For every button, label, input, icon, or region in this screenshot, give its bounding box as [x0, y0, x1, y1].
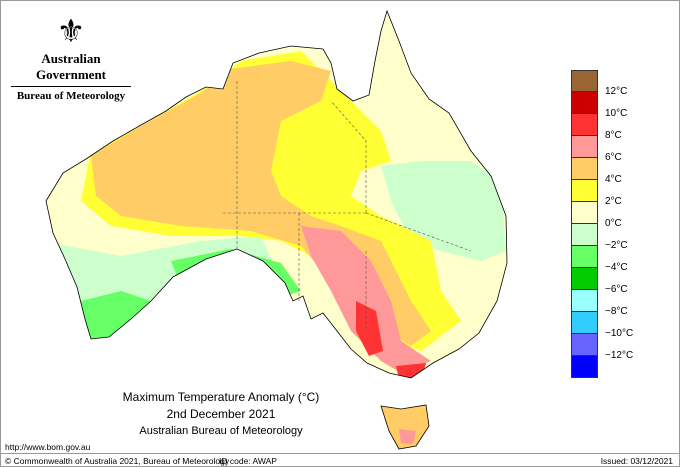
legend-swatch [571, 356, 598, 378]
legend-label: 6°C [605, 152, 622, 163]
legend-label: −8°C [605, 306, 628, 317]
legend-swatch [571, 224, 598, 246]
legend-swatch [571, 268, 598, 290]
legend-swatch [571, 290, 598, 312]
legend-swatch [571, 158, 598, 180]
legend-swatch [571, 180, 598, 202]
agency-label: Bureau of Meteorology [16, 90, 126, 102]
title-line: Maximum Temperature Anomaly (°C) [122, 390, 320, 404]
legend-swatch [571, 312, 598, 334]
legend-swatch [571, 70, 598, 92]
legend-label: 8°C [605, 130, 622, 141]
url-link[interactable]: http://www.bom.gov.au [5, 442, 91, 452]
color-legend: 12°C 10°C 8°C 6°C 4°C 2°C 0°C −2°C −4°C −6°C −8°C −… [571, 70, 633, 378]
coat-of-arms-icon: ⚜ [56, 13, 86, 49]
title-source: Australian Bureau of Meteorology [139, 425, 303, 437]
map-title: Maximum Temperature Anomaly (°C) 2nd Dec… [101, 389, 341, 440]
legend-swatch [571, 246, 598, 268]
legend-swatch [571, 92, 598, 114]
title-date: 2nd December 2021 [166, 407, 276, 421]
legend-label: 4°C [605, 174, 622, 185]
bom-logo: ⚜ Australian Government Bureau of Meteor… [11, 13, 131, 102]
legend-swatch [571, 202, 598, 224]
legend-label: −12°C [605, 350, 634, 361]
copyright: © Commonwealth of Australia 2021, Bureau… [5, 456, 230, 466]
legend-swatch [571, 114, 598, 136]
legend-label: −10°C [605, 328, 634, 339]
state-borders [223, 81, 472, 331]
legend-label: 10°C [605, 108, 628, 119]
issued-date: Issued: 03/12/2021 [600, 456, 673, 466]
legend-label: −4°C [605, 262, 628, 273]
id-code: ID code: AWAP [219, 456, 277, 466]
legend-swatch [571, 334, 598, 356]
legend-label: 0°C [605, 218, 622, 229]
legend-label: 12°C [605, 86, 628, 97]
tasmania [380, 404, 430, 450]
legend-swatch [571, 136, 598, 158]
legend-label: −6°C [605, 284, 628, 295]
divider [1, 453, 679, 454]
legend-label: −2°C [605, 240, 628, 251]
government-label: Australian Government [11, 51, 131, 87]
legend-label: 2°C [605, 196, 622, 207]
